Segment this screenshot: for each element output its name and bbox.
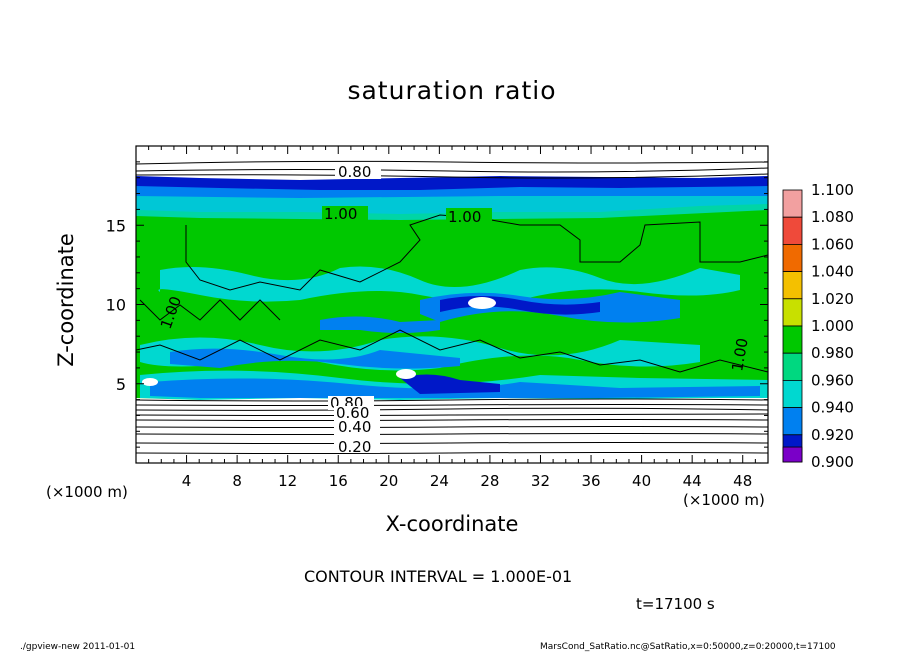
chart-title: saturation ratio (347, 76, 557, 105)
x-tick-label: 36 (581, 472, 600, 490)
x-tick-label: 4 (182, 472, 192, 490)
colorbar-swatch (782, 216, 803, 245)
colorbar-swatch (782, 407, 803, 436)
x-axis-unit-left: (×1000 m) (46, 483, 128, 501)
x-tick-label: 20 (379, 472, 398, 490)
contour-label: 0.60 (336, 404, 369, 422)
x-tick-label: 24 (430, 472, 449, 490)
x-axis-label: X-coordinate (385, 512, 519, 536)
time-label: t=17100 s (636, 595, 715, 613)
x-tick-label: 32 (531, 472, 550, 490)
contour-interval-label: CONTOUR INTERVAL = 1.000E-01 (304, 567, 573, 586)
contour-label: 0.20 (338, 438, 371, 456)
x-tick-label: 28 (480, 472, 499, 490)
cloud-streaks (140, 266, 768, 400)
y-tick-label: 5 (116, 375, 126, 394)
footer-source: MarsCond_SatRatio.nc@SatRatio,x=0:50000,… (540, 642, 836, 652)
x-tick-label: 8 (232, 472, 242, 490)
colorbar-label: 1.080 (811, 208, 854, 226)
colorbar-swatch (782, 446, 803, 463)
contour-label: 1.00 (728, 337, 752, 373)
colorbar-label: 1.100 (811, 181, 854, 199)
colorbar-label: 0.920 (811, 426, 854, 444)
colorbar-swatch (782, 189, 803, 218)
colorbar-swatch (782, 325, 803, 354)
x-tick-label: 48 (733, 472, 752, 490)
contour-lines (136, 160, 768, 454)
colorbar-label: 0.940 (811, 399, 854, 417)
colorbar-label: 0.900 (811, 453, 854, 471)
colorbar-label: 1.060 (811, 235, 854, 253)
colorbar-label: 0.960 (811, 371, 854, 389)
contour-label: 1.00 (324, 205, 357, 223)
contour-label-group: 0.80 1.00 1.00 1.00 1.00 0.80 0.60 0.40 … (157, 163, 752, 456)
colorbar-label: 1.000 (811, 317, 854, 335)
y-tick-label: 10 (106, 296, 126, 315)
x-axis-unit-right: (×1000 m) (683, 491, 765, 509)
colorbar-swatch (782, 352, 803, 381)
x-tick-label: 16 (329, 472, 348, 490)
colorbar-swatch (782, 271, 803, 300)
contour-label: 0.80 (338, 163, 371, 181)
colorbar-swatch (782, 298, 803, 327)
y-tick-label: 15 (106, 216, 126, 235)
contour-label: 0.40 (338, 418, 371, 436)
colorbar: 1.100 1.080 1.060 1.040 1.020 1.000 0.980 0.960… (782, 181, 854, 471)
x-tick-label: 12 (278, 472, 297, 490)
colorbar-swatch (782, 243, 803, 272)
colorbar-label: 0.980 (811, 344, 854, 362)
colorbar-label: 1.020 (811, 290, 854, 308)
colorbar-label: 1.040 (811, 263, 854, 281)
x-tick-label: 44 (683, 472, 702, 490)
x-axis-ticks: 4 8 12 16 20 24 28 32 36 40 44 48 (148, 146, 756, 490)
x-tick-label: 40 (632, 472, 651, 490)
contour-label: 1.00 (448, 208, 481, 226)
y-axis-ticks: 5 10 15 (106, 161, 768, 448)
colorbar-swatch (782, 379, 803, 408)
footer-command: ./gpview-new 2011-01-01 (20, 642, 136, 652)
